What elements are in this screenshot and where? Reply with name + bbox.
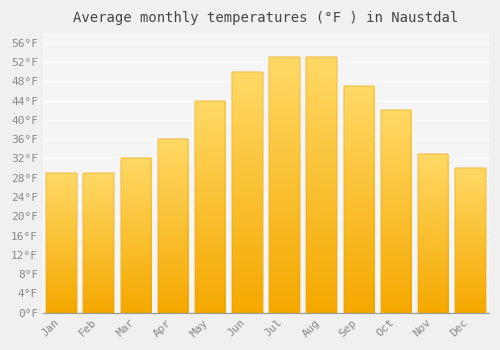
Bar: [46, 173, 77, 313]
Bar: [270, 57, 300, 313]
Bar: [344, 86, 374, 313]
Bar: [120, 159, 151, 313]
Bar: [158, 139, 188, 313]
Bar: [158, 139, 188, 313]
Bar: [455, 168, 486, 313]
Bar: [84, 173, 114, 313]
Bar: [381, 110, 411, 313]
Bar: [195, 101, 226, 313]
Bar: [120, 159, 151, 313]
Bar: [46, 173, 77, 313]
Bar: [232, 72, 262, 313]
Bar: [455, 168, 486, 313]
Bar: [381, 110, 411, 313]
Bar: [344, 86, 374, 313]
Bar: [306, 57, 337, 313]
Bar: [418, 154, 448, 313]
Bar: [195, 101, 226, 313]
Bar: [306, 57, 337, 313]
Title: Average monthly temperatures (°F ) in Naustdal: Average monthly temperatures (°F ) in Na…: [74, 11, 458, 25]
Bar: [84, 173, 114, 313]
Bar: [418, 154, 448, 313]
Bar: [232, 72, 262, 313]
Bar: [270, 57, 300, 313]
